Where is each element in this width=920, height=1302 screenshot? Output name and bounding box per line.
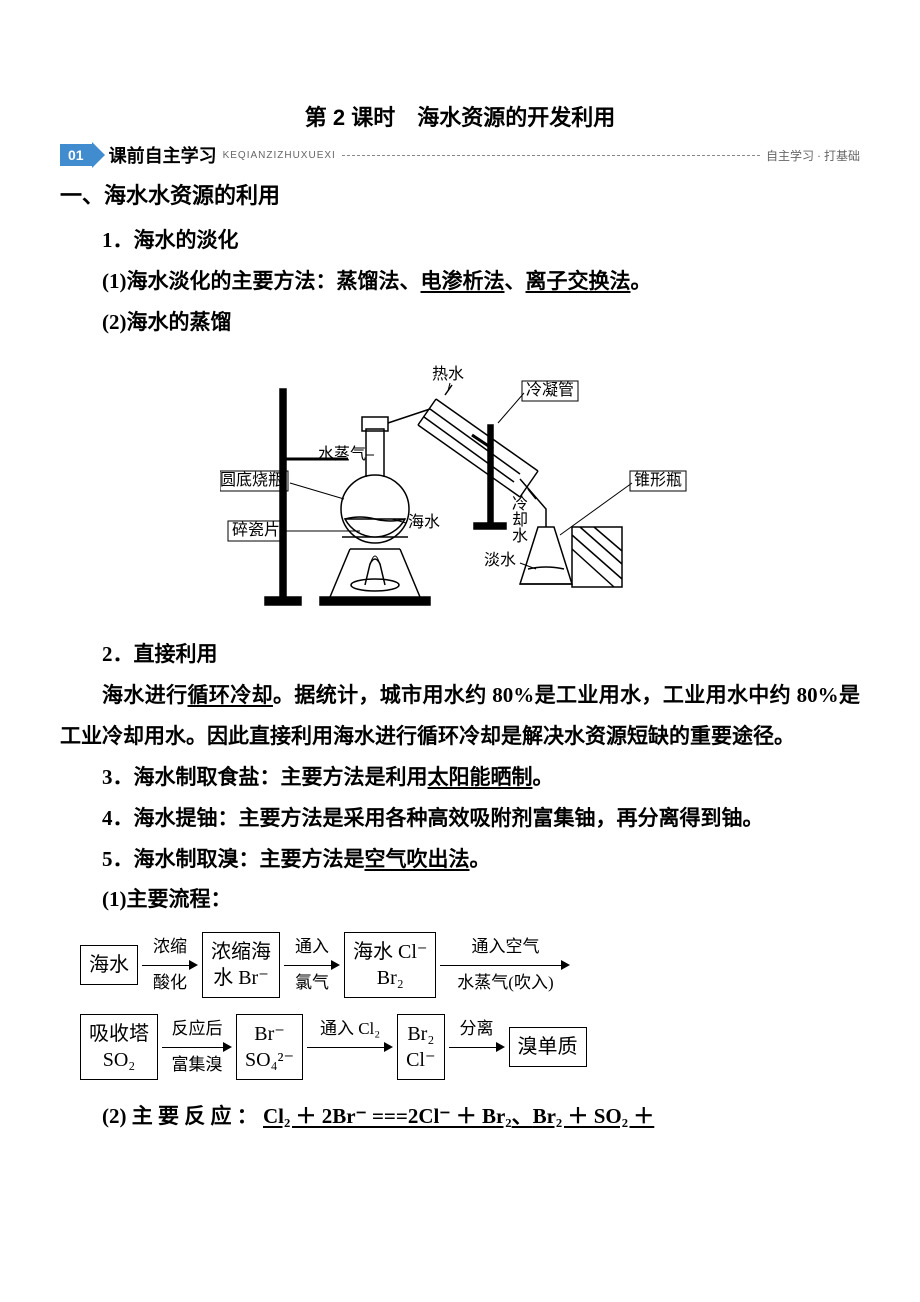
banner-right: 自主学习 · 打基础	[766, 147, 860, 164]
flow-arrow: 通入空气 水蒸气(吹入)	[440, 937, 570, 994]
text: (2) 主 要 反 应 ：	[102, 1104, 258, 1128]
text: 、	[512, 1104, 533, 1128]
text: 3．海水制取食盐：主要方法是利用	[102, 765, 428, 789]
arrow-top: 浓缩	[153, 937, 187, 957]
arrow-bot: 水蒸气(吹入)	[457, 973, 553, 993]
text: 吸收塔	[89, 1021, 149, 1047]
s2-body: 海水进行循环冷却。据统计，城市用水约 80%是工业用水，工业用水中约 80%是工…	[60, 675, 860, 757]
page: 第 2 课时 海水资源的开发利用 01 课前自主学习 KEQIANZIZHUXU…	[0, 0, 920, 1197]
fig-label-chips: 碎瓷片	[232, 521, 280, 539]
text: 海水 Cl⁻	[353, 939, 427, 965]
flow-row-1: 海水 浓缩 酸化 浓缩海 水 Br⁻ 通入 氯气 海水 Cl⁻ Br₂ 通入空气	[80, 932, 860, 998]
arrow-line-icon	[142, 958, 198, 972]
arrow-top: 分离	[460, 1019, 494, 1039]
arrow-bot	[474, 1055, 478, 1075]
text: (1)海水淡化的主要方法：蒸馏法、	[102, 269, 421, 293]
arrow-bot	[348, 1055, 352, 1075]
arrow-bot: 氯气	[295, 973, 329, 993]
text: 浓缩海	[211, 939, 271, 965]
banner-number: 01	[60, 144, 92, 166]
distillation-figure: 圆底烧瓶 碎瓷片 水蒸气 海水 热水 冷凝管 冷 却 水 淡水	[60, 359, 860, 624]
text: Br₂	[406, 1021, 435, 1047]
flow-box: 海水 Cl⁻ Br₂	[344, 932, 436, 998]
s5: 5．海水制取溴：主要方法是空气吹出法。	[60, 839, 860, 880]
text: SO₂	[89, 1047, 149, 1073]
text: 。	[470, 847, 491, 871]
fig-label-hotwater: 热水	[432, 365, 464, 383]
text: 。	[631, 269, 652, 293]
text: Br⁻	[245, 1021, 294, 1047]
fig-label-cooling-1: 冷	[512, 495, 528, 513]
banner-dashline	[342, 155, 760, 156]
flow-box: 浓缩海 水 Br⁻	[202, 932, 280, 998]
text: 5．海水制取溴：主要方法是	[102, 847, 365, 871]
arrow-line-icon	[284, 958, 340, 972]
text-underline: 电渗析法	[421, 269, 505, 293]
text: 海水进行	[102, 683, 187, 707]
flow-arrow: 通入 氯气	[284, 937, 340, 994]
distillation-svg: 圆底烧瓶 碎瓷片 水蒸气 海水 热水 冷凝管 冷 却 水 淡水	[220, 359, 700, 619]
text: Cl⁻	[406, 1047, 435, 1073]
text: SO₄²⁻	[245, 1047, 294, 1073]
equation-line: (2) 主 要 反 应 ： Cl₂ ＋ 2Br⁻ ===2Cl⁻ ＋ Br₂、B…	[60, 1096, 860, 1137]
fig-label-seawater: 海水	[408, 513, 440, 531]
arrow-line-icon	[307, 1040, 393, 1054]
flow-row-2: 吸收塔 SO₂ 反应后 富集溴 Br⁻ SO₄²⁻ 通入 Cl₂ Br₂ Cl⁻	[80, 1014, 860, 1080]
text-underline: 循环冷却	[187, 683, 272, 707]
arrow-bot: 富集溴	[172, 1055, 223, 1075]
flow-arrow: 浓缩 酸化	[142, 937, 198, 994]
flow-box: 海水	[80, 945, 138, 985]
flow-box: 吸收塔 SO₂	[80, 1014, 158, 1080]
s1-p1-label: 1．海水的淡化	[60, 220, 860, 261]
fig-label-steam: 水蒸气	[318, 445, 366, 463]
flow-diagram: 海水 浓缩 酸化 浓缩海 水 Br⁻ 通入 氯气 海水 Cl⁻ Br₂ 通入空气	[80, 932, 860, 1080]
section-banner: 01 课前自主学习 KEQIANZIZHUXUEXI 自主学习 · 打基础	[60, 142, 860, 168]
arrow-top: 反应后	[172, 1019, 223, 1039]
arrow-line-icon	[449, 1040, 505, 1054]
fig-label-cooling-3: 水	[512, 527, 528, 545]
s1-p1-1: (1)海水淡化的主要方法：蒸馏法、电渗析法、离子交换法。	[60, 261, 860, 302]
fig-label-cooling-2: 却	[512, 511, 528, 529]
s2-label: 2．直接利用	[60, 634, 860, 675]
section-1-heading: 一、海水水资源的利用	[60, 178, 860, 210]
eq-2: Br₂ ＋ SO₂ ＋	[533, 1104, 655, 1128]
text-underline: 空气吹出法	[365, 847, 470, 871]
text: 。	[533, 765, 554, 789]
flow-box: Br₂ Cl⁻	[397, 1014, 444, 1080]
flow-box: Br⁻ SO₄²⁻	[236, 1014, 303, 1080]
lesson-title: 第 2 课时 海水资源的开发利用	[60, 100, 860, 132]
text-underline: 离子交换法	[526, 269, 631, 293]
arrow-top: 通入空气	[471, 937, 539, 957]
fig-label-condenser: 冷凝管	[526, 381, 574, 399]
s5-p1: (1)主要流程：	[60, 879, 860, 920]
banner-arrow-icon	[92, 142, 105, 168]
arrow-line-icon	[162, 1040, 232, 1054]
flow-box: 溴单质	[509, 1027, 587, 1067]
banner-pinyin: KEQIANZIZHUXUEXI	[223, 150, 336, 161]
fig-label-erlenmeyer: 锥形瓶	[634, 471, 682, 489]
text: 水 Br⁻	[211, 965, 271, 991]
banner-label: 课前自主学习	[109, 142, 217, 168]
s3: 3．海水制取食盐：主要方法是利用太阳能晒制。	[60, 757, 860, 798]
text: 、	[505, 269, 526, 293]
eq-1: Cl₂ ＋ 2Br⁻ ===2Cl⁻ ＋ Br₂	[263, 1104, 512, 1128]
flow-arrow: 分离	[449, 1019, 505, 1076]
arrow-line-icon	[440, 958, 570, 972]
flow-arrow: 通入 Cl₂	[307, 1019, 393, 1076]
s1-p1-2: (2)海水的蒸馏	[60, 302, 860, 343]
fig-label-flask: 圆底烧瓶	[220, 471, 284, 489]
arrow-top: 通入 Cl₂	[320, 1019, 380, 1039]
fig-label-freshwater: 淡水	[484, 551, 516, 569]
text: Br₂	[353, 965, 427, 991]
flow-arrow: 反应后 富集溴	[162, 1019, 232, 1076]
s4: 4．海水提铀：主要方法是采用各种高效吸附剂富集铀，再分离得到铀。	[60, 798, 860, 839]
text-underline: 太阳能晒制	[428, 765, 533, 789]
arrow-bot: 酸化	[153, 973, 187, 993]
arrow-top: 通入	[295, 937, 329, 957]
